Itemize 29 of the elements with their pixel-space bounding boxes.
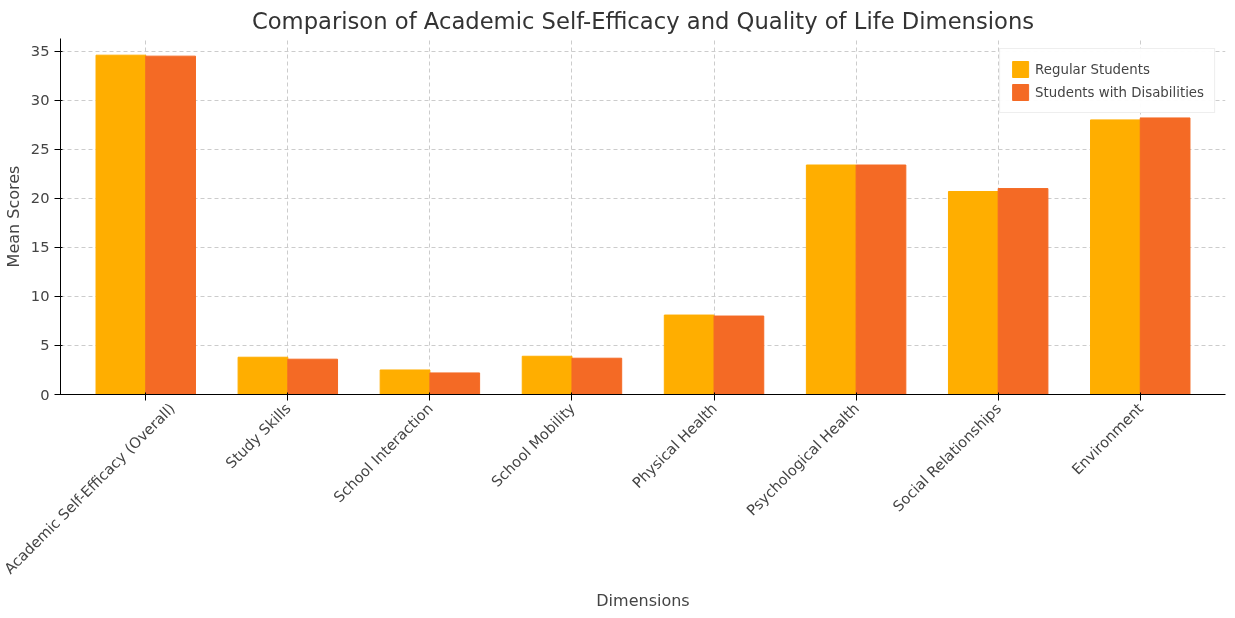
bar (237, 356, 289, 395)
bar (1139, 117, 1191, 395)
bar (805, 164, 857, 395)
bar (713, 315, 765, 395)
bar (571, 357, 623, 395)
y-tick-label: 5 (40, 336, 50, 354)
y-axis-title: Mean Scores (3, 165, 23, 268)
bar (429, 372, 481, 395)
legend-label: Students with Disabilities (1035, 84, 1204, 100)
y-tick-label: 30 (30, 91, 50, 109)
bar (145, 55, 196, 395)
bar (997, 188, 1049, 395)
y-tick-label: 25 (30, 140, 50, 158)
bar (1090, 119, 1141, 395)
bar (663, 314, 715, 395)
bar (95, 54, 147, 395)
y-tick-label: 10 (30, 287, 50, 305)
bar (855, 164, 907, 395)
bar (287, 358, 339, 395)
y-tick-label: 0 (40, 385, 50, 403)
y-tick-label: 35 (30, 42, 50, 60)
y-tick-label: 15 (30, 238, 50, 256)
bar (379, 369, 431, 395)
legend-label: Regular Students (1035, 61, 1150, 77)
bar (947, 190, 999, 395)
x-axis-title: Dimensions (596, 590, 690, 610)
y-tick-label: 20 (30, 189, 50, 207)
chart-title: Comparison of Academic Self-Efficacy and Quality of Life Dimensions (251, 7, 1035, 34)
bar (521, 355, 573, 395)
